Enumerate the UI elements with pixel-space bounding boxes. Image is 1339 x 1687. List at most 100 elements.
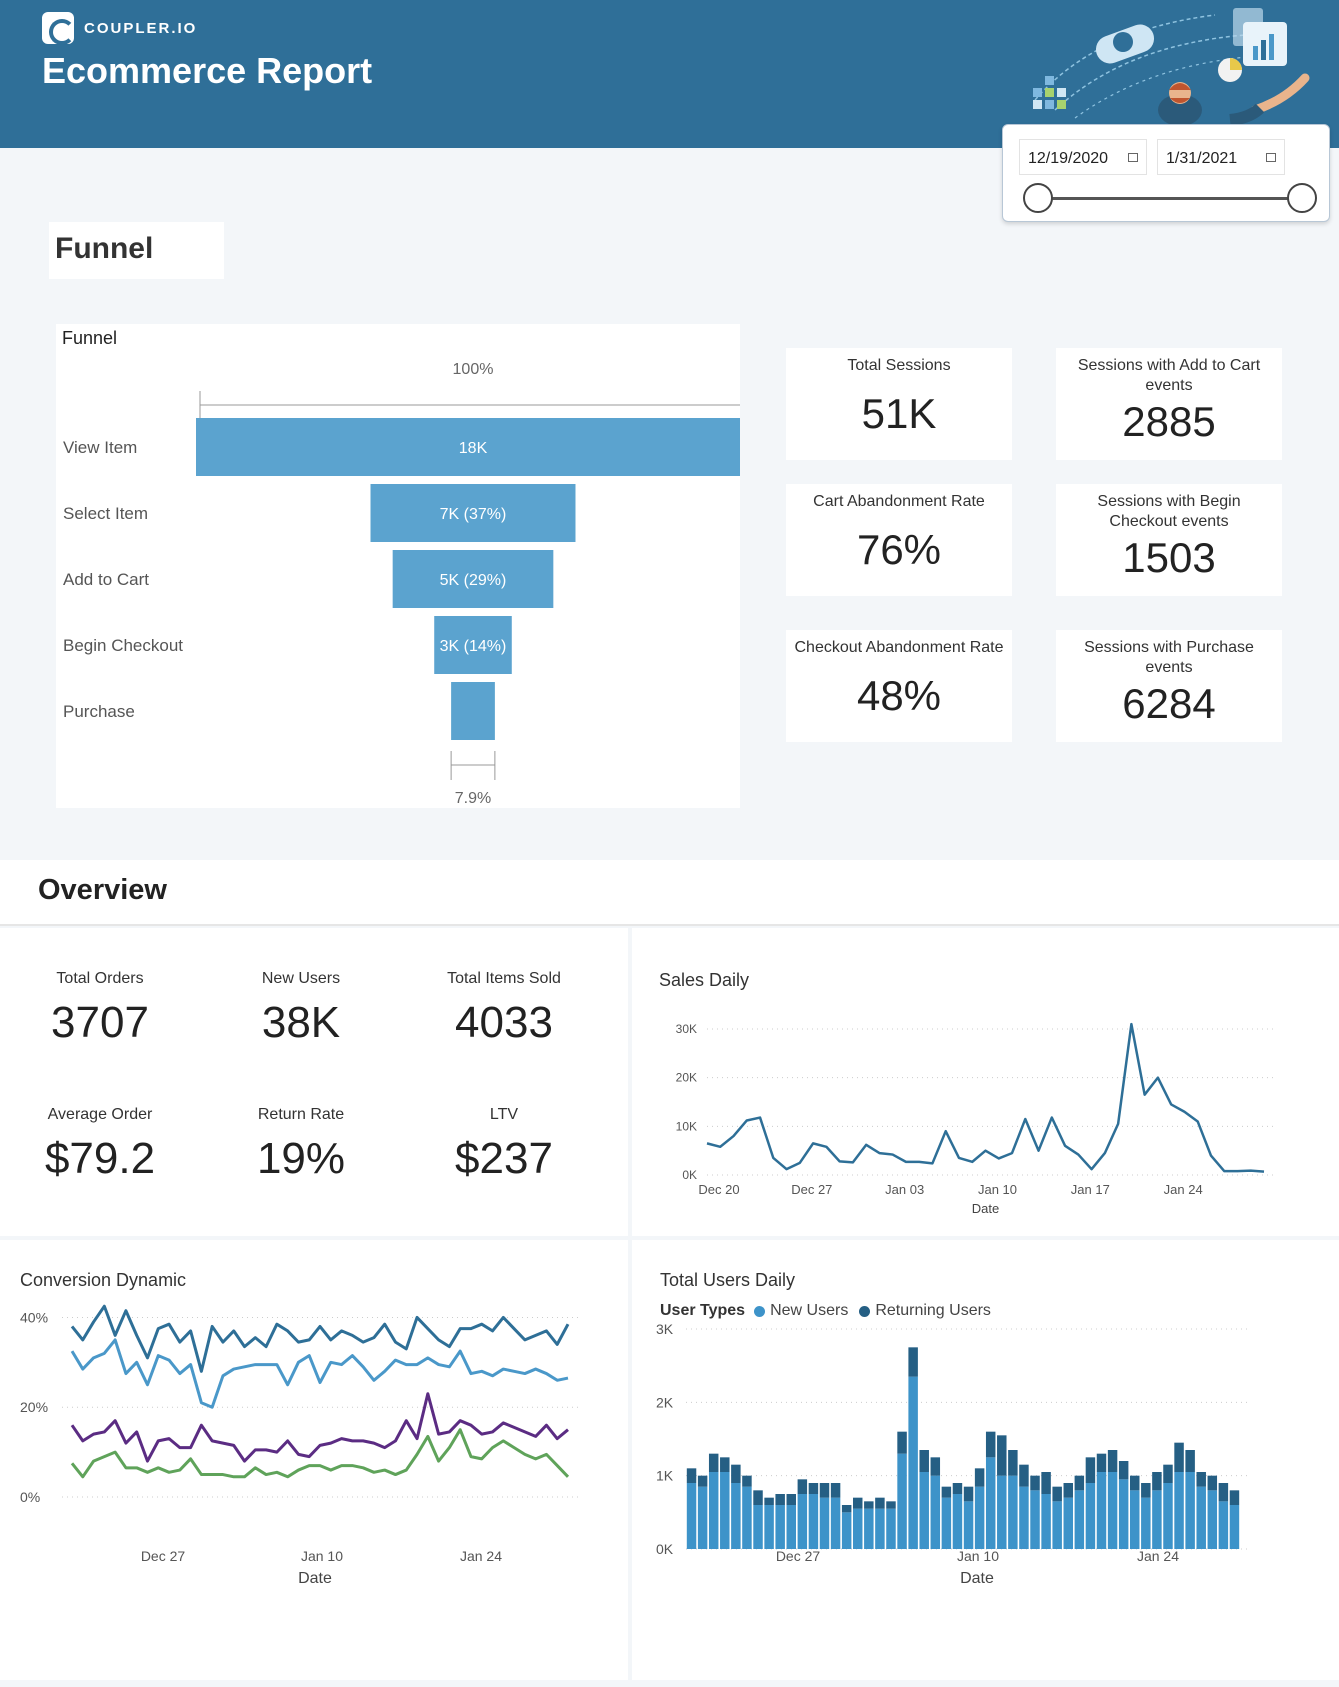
users-bar-new	[941, 1497, 952, 1549]
sales-x-tick: Dec 20	[698, 1182, 739, 1197]
users-bar-new	[786, 1505, 796, 1549]
sales-x-tick: Jan 10	[978, 1182, 1017, 1197]
users-bar-new	[1030, 1490, 1040, 1549]
kpi-value: 76%	[856, 526, 942, 573]
users-bar-returning	[841, 1505, 852, 1513]
users-y-tick: 3K	[656, 1321, 674, 1337]
users-y-tick: 0K	[656, 1541, 674, 1557]
kpi-checkout-abandonment: Checkout Abandonment Rate 48%	[786, 630, 1012, 742]
users-bar-new	[919, 1472, 929, 1549]
users-bar-returning	[808, 1483, 819, 1494]
conversion-y-tick: 20%	[20, 1399, 48, 1415]
users-bar-new	[908, 1376, 918, 1549]
calendar-icon[interactable]	[1266, 153, 1276, 162]
users-bar-returning	[963, 1486, 974, 1502]
funnel-step-label: Purchase	[63, 702, 135, 721]
funnel-bar-label: 3K (14%)	[440, 638, 507, 655]
users-bar-new	[697, 1486, 708, 1549]
users-bar-returning	[753, 1490, 763, 1505]
sales-y-tick: 20K	[676, 1071, 697, 1085]
users-bar-returning	[886, 1501, 896, 1509]
kpi-value: 51K	[861, 390, 937, 437]
users-bar-new	[1229, 1505, 1240, 1549]
total-users-daily-chart: 0K 1K 2K 3K Dec 27 Jan 10 Jan 24 Date	[656, 1321, 1250, 1587]
funnel-bar	[196, 418, 740, 476]
users-bar-new	[1185, 1472, 1195, 1549]
users-bar-new	[1163, 1483, 1173, 1549]
funnel-bottom-label: 7.9%	[455, 790, 491, 807]
users-bar-returning	[941, 1486, 952, 1498]
users-bar-returning	[1085, 1457, 1096, 1483]
conversion-dynamic-title: Conversion Dynamic	[20, 1270, 187, 1290]
stat-average-order: Average Order $79.2	[0, 1106, 200, 1184]
conversion-line-series-3	[70, 1392, 569, 1463]
legend-dot-returning-users-icon	[859, 1305, 871, 1317]
users-bar-new	[1096, 1472, 1107, 1549]
users-x-axis-label: Date	[960, 1570, 994, 1587]
users-bar-new	[1118, 1479, 1129, 1549]
users-bar-new	[930, 1475, 941, 1549]
users-bar-returning	[1107, 1450, 1118, 1472]
coupler-logo-icon	[42, 12, 75, 45]
stat-label: New Users	[261, 970, 341, 987]
stat-value: 3707	[51, 998, 149, 1047]
users-bar-returning	[1141, 1483, 1151, 1498]
user-types-legend: User Types New Users Returning Users	[660, 1302, 991, 1320]
sales-x-tick: Jan 24	[1164, 1182, 1203, 1197]
funnel-step-label: Select Item	[63, 504, 148, 523]
users-bar-returning	[1030, 1475, 1040, 1491]
stat-value: 19%	[256, 1134, 346, 1183]
kpi-label: Total Sessions	[847, 357, 951, 374]
users-bar-returning	[1174, 1442, 1184, 1472]
brand-logo[interactable]: COUPLER.IO	[42, 12, 197, 45]
conversion-line-series-2	[70, 1338, 569, 1409]
sales-y-tick: 0K	[682, 1168, 697, 1182]
users-bar-new	[764, 1505, 774, 1549]
overview-stats-panel: Total Orders 3707 New Users 38K Total It…	[0, 928, 628, 1236]
users-bar-returning	[686, 1468, 697, 1483]
stat-label: Return Rate	[257, 1106, 345, 1123]
users-bar-returning	[952, 1483, 963, 1494]
conversion-x-tick: Jan 24	[460, 1548, 502, 1564]
calendar-icon[interactable]	[1128, 153, 1138, 162]
users-bar-returning	[974, 1468, 985, 1487]
users-bar-returning	[875, 1497, 885, 1509]
legend-returning-users[interactable]: Returning Users	[875, 1302, 991, 1319]
legend-new-users[interactable]: New Users	[770, 1302, 849, 1319]
end-date-value: 1/31/2021	[1166, 150, 1238, 167]
users-bar-new	[1141, 1497, 1151, 1549]
users-bar-new	[830, 1497, 841, 1549]
stat-return-rate: Return Rate 19%	[201, 1106, 401, 1184]
date-slider-end-handle[interactable]	[1287, 183, 1317, 213]
users-bar-returning	[1207, 1475, 1218, 1491]
users-bar-returning	[1130, 1475, 1140, 1491]
users-bar-returning	[864, 1501, 874, 1509]
date-slider-start-handle[interactable]	[1023, 183, 1053, 213]
users-bar-new	[731, 1483, 741, 1549]
legend-dot-new-users-icon	[754, 1305, 766, 1317]
users-bar-returning	[908, 1347, 918, 1377]
stat-value: $79.2	[44, 1134, 156, 1183]
users-bar-returning	[720, 1457, 730, 1472]
users-y-tick: 2K	[656, 1394, 674, 1410]
end-date-input[interactable]: 1/31/2021	[1157, 139, 1285, 175]
stat-total-items-sold: Total Items Sold 4033	[404, 970, 604, 1048]
conversion-x-tick: Jan 10	[301, 1548, 343, 1564]
users-bar-returning	[1152, 1472, 1162, 1491]
date-slider-track[interactable]	[1039, 197, 1305, 200]
users-bar-new	[708, 1472, 719, 1549]
funnel-bar	[392, 550, 554, 608]
conversion-x-tick: Dec 27	[141, 1548, 186, 1564]
funnel-chart-panel: Funnel 100% View Item 18K Select Item 7K (37…	[56, 324, 740, 808]
start-date-input[interactable]: 12/19/2020	[1019, 139, 1147, 175]
sales-x-axis-label: Date	[972, 1201, 999, 1216]
users-bar-returning	[1052, 1486, 1062, 1502]
sales-x-tick: Jan 17	[1071, 1182, 1110, 1197]
funnel-step-label: Begin Checkout	[63, 636, 183, 655]
users-bar-new	[875, 1508, 885, 1549]
conversion-dynamic-chart: 0% 20% 40% Dec 27 Jan 10 Jan 24 Date	[20, 1304, 578, 1587]
legend-title: User Types	[660, 1302, 746, 1319]
users-bar-returning	[1229, 1490, 1240, 1505]
total-users-daily-panel: Total Users Daily User Types New Users R…	[632, 1240, 1339, 1680]
stat-value: 38K	[261, 998, 341, 1047]
